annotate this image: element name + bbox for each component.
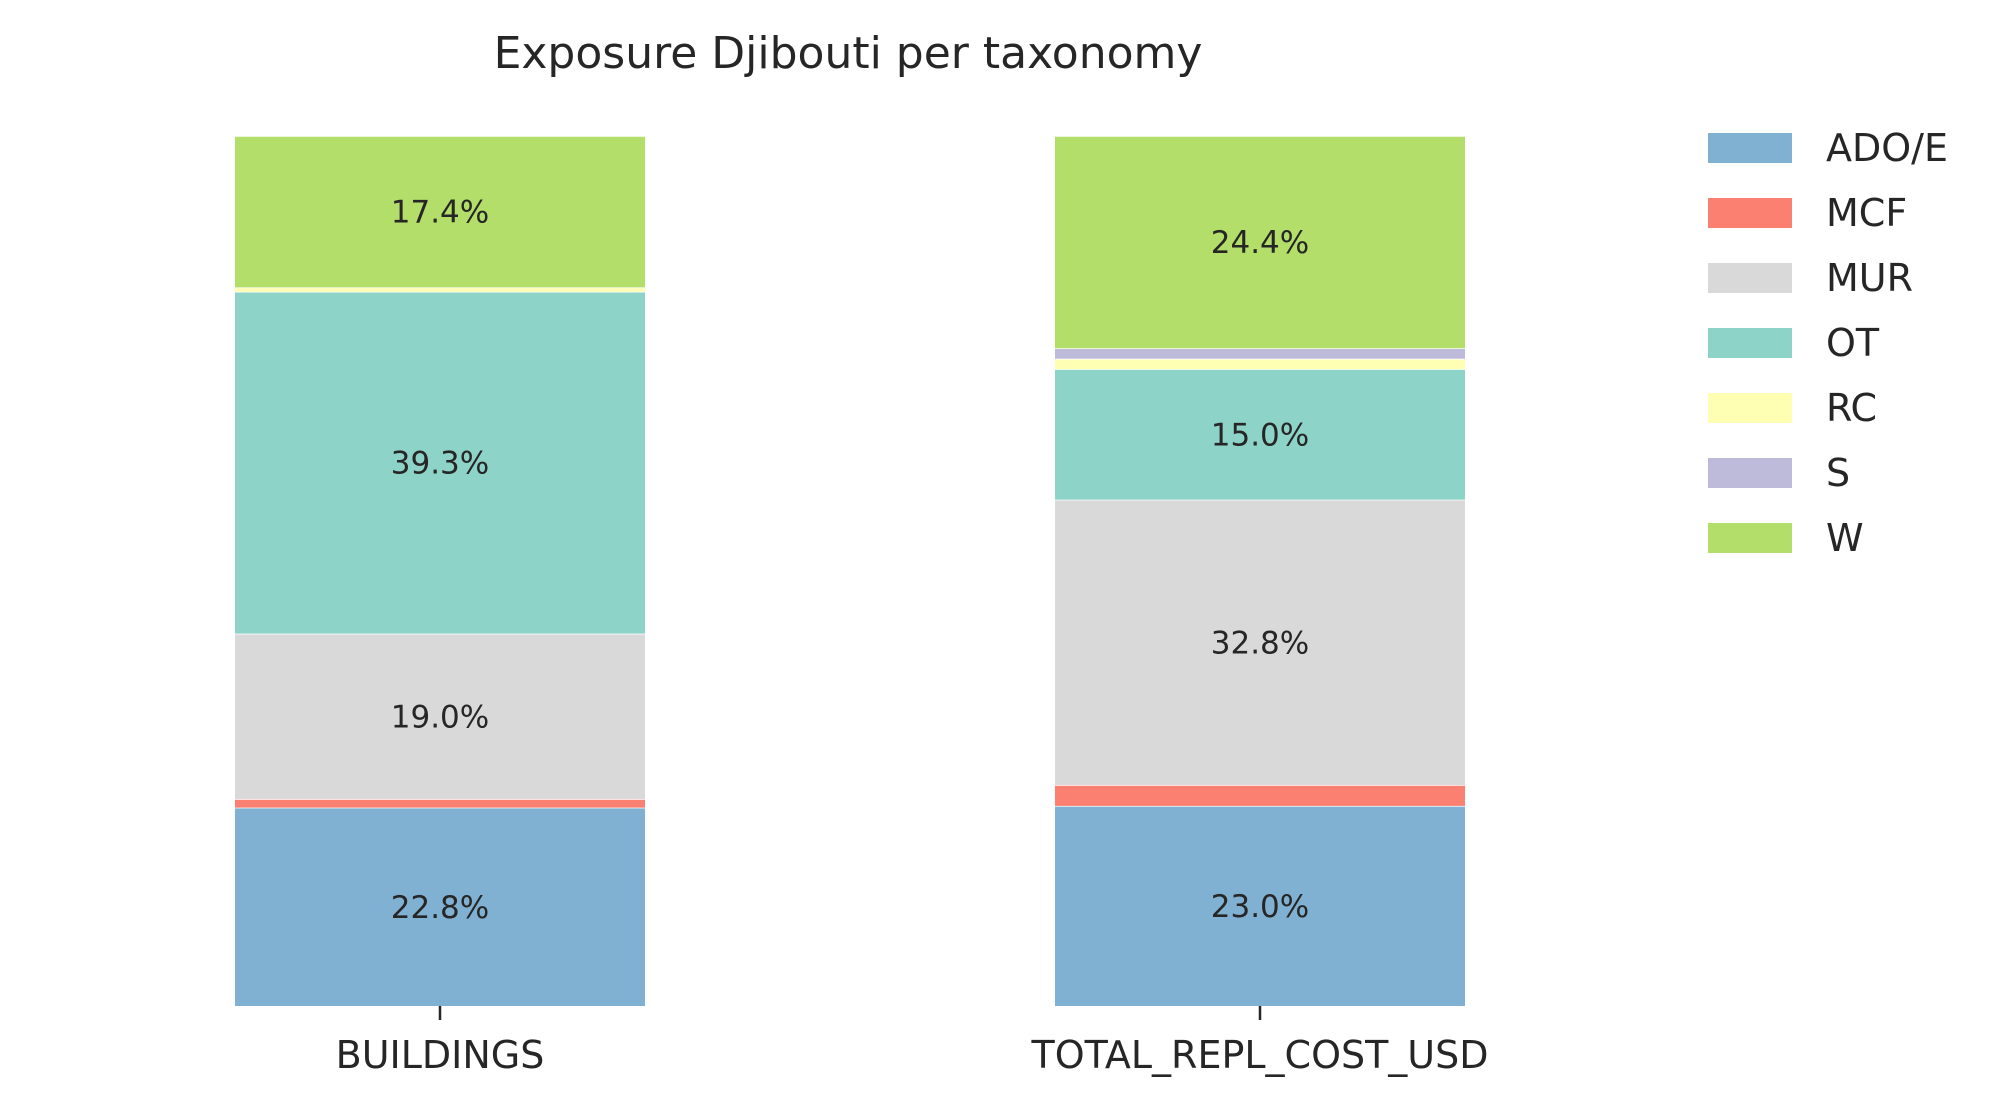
legend-label-rc: RC	[1826, 386, 1877, 430]
legend-label-mcf: MCF	[1826, 191, 1907, 235]
data-label-total-repl-cost-usd-ado-e: 23.0%	[1211, 889, 1309, 925]
legend-swatch-ot	[1708, 328, 1792, 358]
data-label-buildings-mur: 19.0%	[391, 699, 489, 735]
legend-swatch-rc	[1708, 393, 1792, 423]
bars-layer	[235, 135, 1465, 1006]
x-tick-label-buildings: BUILDINGS	[336, 1033, 545, 1077]
legend-label-mur: MUR	[1826, 256, 1913, 300]
data-label-buildings-ot: 39.3%	[391, 446, 489, 482]
bar-segment-total-repl-cost-usd-mur	[1055, 499, 1465, 786]
x-tick-label-total-repl-cost-usd: TOTAL_REPL_COST_USD	[1030, 1033, 1488, 1077]
bar-segment-total-repl-cost-usd-mcf	[1055, 785, 1465, 806]
bar-segment-buildings-ado-e	[235, 807, 645, 1006]
bar-segment-total-repl-cost-usd-w	[1055, 136, 1465, 349]
legend-label-w: W	[1826, 516, 1864, 560]
bar-segment-total-repl-cost-usd-ado-e	[1055, 805, 1465, 1006]
x-axis: BUILDINGS TOTAL_REPL_COST_USD	[336, 1006, 1489, 1077]
data-labels-layer: 22.8% 19.0% 39.3% 17.4% 23.0% 32.8% 15.0% 24.4%	[391, 195, 1309, 926]
bar-segment-buildings-mcf	[235, 798, 645, 808]
legend-swatch-w	[1708, 523, 1792, 553]
bar-segment-buildings-ot	[235, 291, 645, 634]
legend-swatch-mcf	[1708, 198, 1792, 228]
legend-swatch-ado-e	[1708, 133, 1792, 163]
data-label-total-repl-cost-usd-ot: 15.0%	[1211, 417, 1309, 453]
legend-swatch-mur	[1708, 263, 1792, 293]
legend: ADO/E MCF MUR OT RC SW	[1708, 126, 1948, 560]
bar-segment-total-repl-cost-usd-ot	[1055, 369, 1465, 500]
legend-label-s: S	[1826, 451, 1850, 495]
data-label-total-repl-cost-usd-mur: 32.8%	[1211, 625, 1309, 661]
data-label-total-repl-cost-usd-w: 24.4%	[1211, 225, 1309, 261]
data-label-buildings-ado-e: 22.8%	[391, 890, 489, 926]
bar-segment-total-repl-cost-usd-s	[1055, 348, 1465, 359]
bar-segment-buildings-w	[235, 136, 645, 288]
legend-label-ado-e: ADO/E	[1826, 126, 1948, 170]
legend-swatch-s	[1708, 458, 1792, 488]
data-label-buildings-w: 17.4%	[391, 195, 489, 231]
legend-label-ot: OT	[1826, 321, 1880, 365]
chart-title: Exposure Djibouti per taxonomy	[494, 28, 1203, 79]
bar-segment-buildings-mur	[235, 633, 645, 799]
bar-segment-buildings-rc	[235, 287, 645, 292]
bar-segment-total-repl-cost-usd-rc	[1055, 358, 1465, 370]
